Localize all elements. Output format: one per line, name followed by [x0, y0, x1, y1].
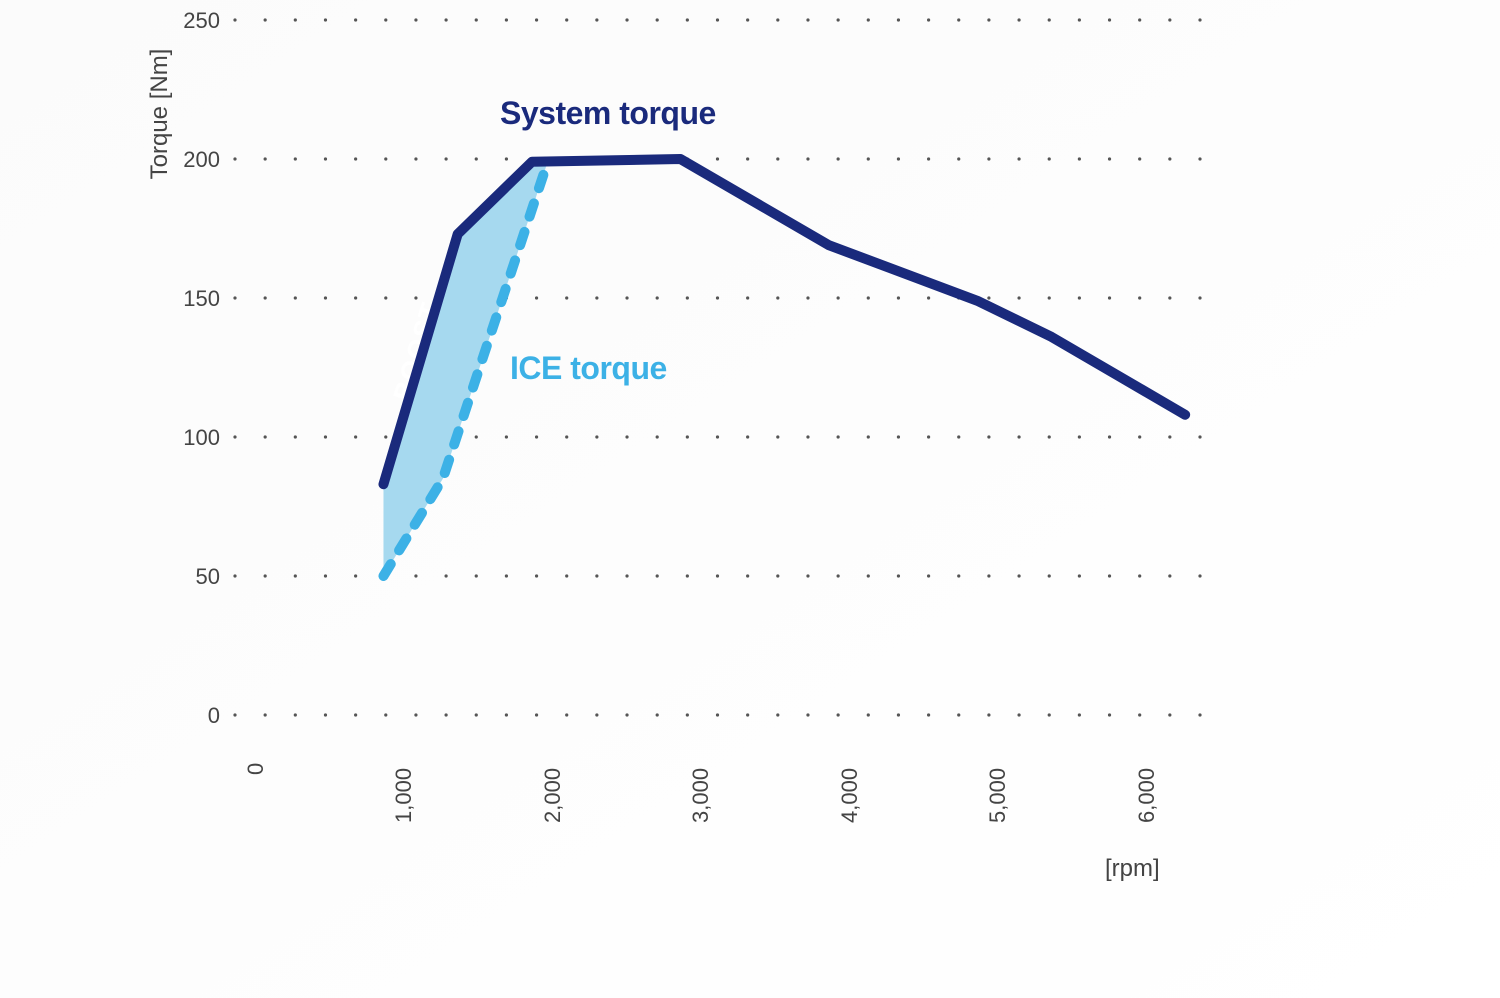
y-tick-label: 50	[160, 564, 220, 590]
x-tick-label: 5,000	[985, 768, 1011, 823]
y-tick-label: 150	[160, 286, 220, 312]
y-tick-label: 0	[160, 703, 220, 729]
x-tick-label: 6,000	[1134, 768, 1160, 823]
x-tick-label: 0	[243, 763, 269, 775]
y-tick-label: 100	[160, 425, 220, 451]
x-tick-label: 4,000	[837, 768, 863, 823]
y-tick-label: 250	[160, 8, 220, 34]
x-tick-label: 3,000	[688, 768, 714, 823]
y-tick-label: 200	[160, 147, 220, 173]
torque-chart: Torque [Nm] [rpm] System torque ICE torq…	[0, 0, 1500, 998]
x-tick-label: 1,000	[391, 768, 417, 823]
chart-svg: BOOST	[0, 0, 1500, 998]
x-tick-label: 2,000	[540, 768, 566, 823]
